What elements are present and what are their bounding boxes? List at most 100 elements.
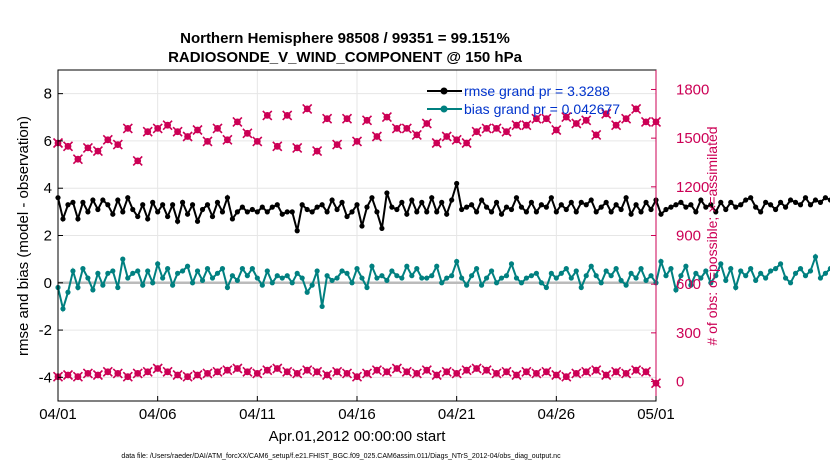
series-1-point-155 (827, 266, 830, 272)
series-0-point-57 (339, 199, 345, 205)
series-1-point-74 (424, 275, 430, 281)
series-0-point-29 (199, 206, 206, 213)
series-4-point-26 (312, 366, 323, 377)
series-3-point-8-cross (222, 134, 233, 145)
series-4-point-24-cross (292, 368, 303, 379)
series-3-point-14-cross (341, 113, 353, 124)
series-3 (62, 103, 652, 153)
series-1 (55, 253, 830, 313)
series-3-point-4-cross (142, 126, 153, 137)
series-0-point-36 (234, 209, 240, 215)
series-0-point-42 (264, 209, 270, 215)
series-0-point-6 (85, 209, 91, 215)
series-4-point-48-cross (531, 368, 542, 379)
series-1-point-110 (603, 268, 609, 274)
series-3-point-19-cross (441, 131, 452, 142)
series-4-point-50 (551, 369, 562, 381)
series-1-point-123 (668, 266, 674, 272)
series-3-point-1-cross (82, 142, 93, 153)
series-1-point-41 (259, 282, 265, 288)
series-0-point-118 (643, 199, 649, 205)
series-3-point-16 (381, 112, 392, 123)
series-0-point-153 (817, 199, 824, 205)
series-4-point-9 (142, 366, 153, 377)
series-1-point-95 (528, 273, 535, 279)
series-3-point-26-cross (581, 115, 592, 126)
series-2-point-9-cross (232, 116, 243, 127)
series-3-point-20 (461, 137, 472, 149)
series-2-point-21 (471, 126, 482, 137)
series-4-point-42 (471, 363, 482, 374)
series-1-point-118 (643, 277, 649, 284)
series-1-point-150 (802, 273, 809, 279)
chart-subtitle: RADIOSONDE_V_WIND_COMPONENT @ 150 hPa (168, 49, 523, 66)
series-4-point-47 (521, 366, 532, 377)
series-3-point-11-cross (282, 110, 293, 121)
series-3-point-22-cross (501, 126, 512, 137)
series-1-point-27 (189, 280, 196, 286)
series-2-point-13 (312, 146, 323, 157)
series-1-point-28 (194, 268, 201, 274)
series-0-point-47 (289, 209, 295, 215)
series-0-point-22 (165, 213, 171, 220)
y2-tick-label-5: 1500 (676, 130, 709, 147)
series-4-point-21-cross (262, 365, 273, 376)
series-1-point-111 (608, 273, 614, 279)
series-1-point-141 (758, 270, 764, 276)
series-0-point-7 (90, 197, 96, 203)
series-0-point-25 (179, 199, 186, 205)
series-4-point-1-cross (62, 369, 74, 381)
series-0-point-52 (314, 204, 320, 210)
y-tick-label-3: 2 (44, 228, 52, 245)
series-2-point-22-cross (491, 123, 502, 134)
series-4-point-40-cross (451, 368, 462, 379)
series-0-point-50 (304, 206, 310, 213)
series-2-point-14 (332, 139, 343, 150)
series-1-point-102 (563, 266, 569, 272)
series-0-point-105 (578, 199, 584, 205)
series-1-point-135 (728, 266, 734, 272)
series-2-point-28-cross (611, 120, 622, 131)
series-1-point-22 (165, 266, 171, 272)
series-1-point-136 (733, 284, 739, 291)
series-0-point-116 (633, 202, 639, 208)
series-4-point-2-cross (72, 371, 83, 382)
series-0-point-114 (623, 195, 629, 201)
series-0-point-130 (703, 204, 709, 210)
series-1-point-149 (797, 266, 804, 272)
series-2-point-5-cross (152, 123, 163, 134)
series-1-point-33 (219, 266, 226, 272)
x-tick-label-6: 05/01 (637, 406, 675, 423)
series-1-point-115 (628, 270, 634, 276)
series-3-point-8 (222, 134, 233, 145)
series-0-point-56 (334, 206, 340, 213)
series-0-point-132 (713, 209, 719, 215)
series-2-point-4-cross (132, 155, 143, 166)
series-1-point-8 (95, 270, 101, 276)
series-0-point-152 (812, 197, 819, 203)
series-0-point-138 (743, 197, 749, 203)
series-4-point-45-cross (501, 366, 512, 377)
series-0-point-127 (688, 202, 694, 208)
series-4-point-24 (292, 368, 303, 379)
series-3-point-5 (162, 120, 173, 131)
series-4-point-37-cross (421, 365, 432, 376)
series-1-point-12 (115, 284, 121, 291)
series-4-point-36 (411, 368, 422, 379)
series-1-point-96 (533, 270, 540, 276)
series-4-point-29-cross (341, 368, 353, 379)
series-3-point-18 (421, 118, 432, 129)
series-4-point-22 (272, 363, 283, 374)
series-2-point-25-cross (551, 124, 562, 136)
series-1-point-24 (175, 270, 181, 276)
series-0-point-124 (673, 202, 679, 208)
y-tick-label-4: 4 (44, 180, 52, 197)
series-2-point-27-cross (591, 129, 602, 140)
series-1-point-6 (85, 275, 91, 281)
series-0-point-101 (558, 202, 564, 208)
series-0-point-125 (678, 199, 684, 205)
series-3-point-15-cross (361, 115, 373, 126)
series-1-point-92 (513, 275, 520, 281)
series-0-point-79 (449, 197, 455, 203)
series-0-point-74 (424, 209, 430, 215)
